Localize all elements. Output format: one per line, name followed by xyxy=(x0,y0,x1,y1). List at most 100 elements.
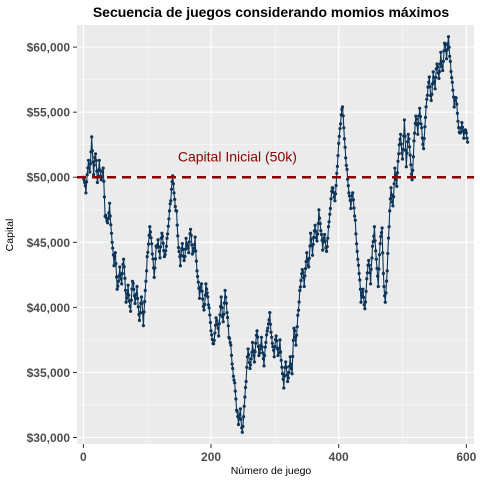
data-point xyxy=(167,217,171,221)
data-point xyxy=(329,197,333,201)
data-point xyxy=(153,266,157,270)
data-point xyxy=(205,291,209,295)
data-point xyxy=(418,106,422,110)
data-point xyxy=(370,256,374,260)
data-point xyxy=(317,216,322,220)
data-point xyxy=(233,389,237,393)
data-point xyxy=(323,232,327,237)
data-point xyxy=(112,264,116,268)
data-point xyxy=(100,175,104,179)
plot-panel xyxy=(77,25,474,444)
data-point xyxy=(99,178,103,182)
data-point xyxy=(231,374,235,378)
data-point xyxy=(151,257,155,261)
data-point xyxy=(101,166,105,170)
data-point xyxy=(367,258,371,263)
data-point xyxy=(404,148,408,153)
data-point xyxy=(411,168,415,172)
data-point xyxy=(325,245,329,249)
data-point xyxy=(231,366,235,371)
data-point xyxy=(249,357,253,361)
data-point xyxy=(350,194,354,198)
data-point xyxy=(166,224,170,228)
data-point xyxy=(139,295,144,299)
data-point xyxy=(184,236,188,240)
data-point xyxy=(136,296,140,300)
data-point xyxy=(160,234,165,238)
data-point xyxy=(179,253,183,257)
data-point xyxy=(196,280,200,284)
data-point xyxy=(315,239,319,243)
data-point xyxy=(279,350,283,354)
data-point xyxy=(147,233,151,237)
data-point xyxy=(466,140,470,144)
data-point xyxy=(327,220,331,224)
data-point xyxy=(236,422,241,427)
data-point xyxy=(431,70,435,74)
data-point xyxy=(243,385,248,390)
data-point xyxy=(443,43,447,47)
data-point xyxy=(321,248,325,252)
data-point xyxy=(148,225,152,229)
data-point xyxy=(190,243,194,247)
data-point xyxy=(252,360,256,364)
data-point xyxy=(191,250,195,254)
y-tick-label: $30,000 xyxy=(27,431,71,445)
y-tick-label: $45,000 xyxy=(27,236,71,250)
data-point xyxy=(309,231,313,235)
data-point xyxy=(141,324,145,328)
data-point xyxy=(302,284,306,289)
data-point xyxy=(127,293,131,297)
data-point xyxy=(203,302,207,307)
data-point xyxy=(418,114,422,119)
data-point xyxy=(325,249,329,253)
data-point xyxy=(298,285,302,289)
data-point xyxy=(143,288,147,293)
data-point xyxy=(145,269,149,273)
data-point xyxy=(425,93,429,97)
data-point xyxy=(282,386,286,390)
data-point xyxy=(143,299,147,304)
data-point xyxy=(316,232,320,236)
x-axis: 0 200 400 600 xyxy=(80,444,477,464)
data-point xyxy=(314,236,318,240)
data-point xyxy=(405,151,409,155)
data-point xyxy=(284,365,288,369)
data-point xyxy=(313,223,317,227)
data-point xyxy=(245,365,249,369)
data-point xyxy=(435,62,439,66)
data-point xyxy=(108,201,112,205)
data-point xyxy=(376,284,380,289)
data-point xyxy=(257,353,261,358)
data-point xyxy=(149,236,153,240)
data-point xyxy=(287,370,291,374)
data-point xyxy=(175,223,179,227)
data-point xyxy=(318,222,322,226)
data-point xyxy=(186,246,190,250)
data-point xyxy=(109,223,113,227)
data-point xyxy=(342,126,346,130)
data-point xyxy=(362,303,366,307)
data-point xyxy=(342,137,346,141)
data-point xyxy=(297,300,301,304)
data-point xyxy=(187,240,191,244)
data-point xyxy=(241,424,245,428)
data-point xyxy=(353,214,357,218)
data-point xyxy=(380,226,384,230)
data-point xyxy=(145,255,149,259)
data-point xyxy=(240,430,244,434)
y-tick-label: $40,000 xyxy=(27,301,71,315)
data-point xyxy=(148,230,152,234)
data-point xyxy=(222,312,226,316)
data-point xyxy=(281,377,285,381)
data-point xyxy=(235,410,239,414)
data-point xyxy=(381,251,385,255)
data-point xyxy=(386,251,390,256)
data-point xyxy=(451,88,455,92)
data-point xyxy=(385,269,389,273)
data-point xyxy=(363,300,368,304)
data-point xyxy=(262,364,266,368)
data-point xyxy=(303,274,307,278)
data-point xyxy=(424,105,428,109)
data-point xyxy=(298,288,302,293)
